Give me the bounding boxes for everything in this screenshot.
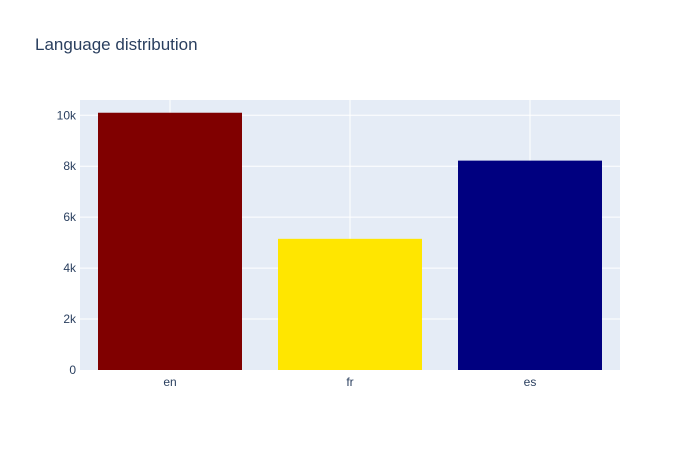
bar-es[interactable]	[458, 160, 602, 370]
y-tick-label: 4k	[63, 261, 77, 275]
bars	[98, 112, 602, 371]
bar-en[interactable]	[98, 112, 242, 371]
y-tick-label: 0	[69, 363, 76, 377]
bar-fr[interactable]	[278, 238, 422, 370]
x-tick-label: es	[524, 375, 537, 389]
x-tick-label: fr	[346, 375, 353, 389]
x-tick-label: en	[163, 375, 176, 389]
y-tick-label: 10k	[57, 108, 77, 122]
x-axis-ticks: en fr es	[163, 375, 536, 389]
y-axis-ticks: 0 2k 4k 6k 8k 10k	[57, 108, 77, 377]
y-tick-label: 2k	[63, 312, 77, 326]
y-tick-label: 8k	[63, 159, 77, 173]
y-tick-label: 6k	[63, 210, 77, 224]
chart-title: Language distribution	[35, 35, 198, 54]
